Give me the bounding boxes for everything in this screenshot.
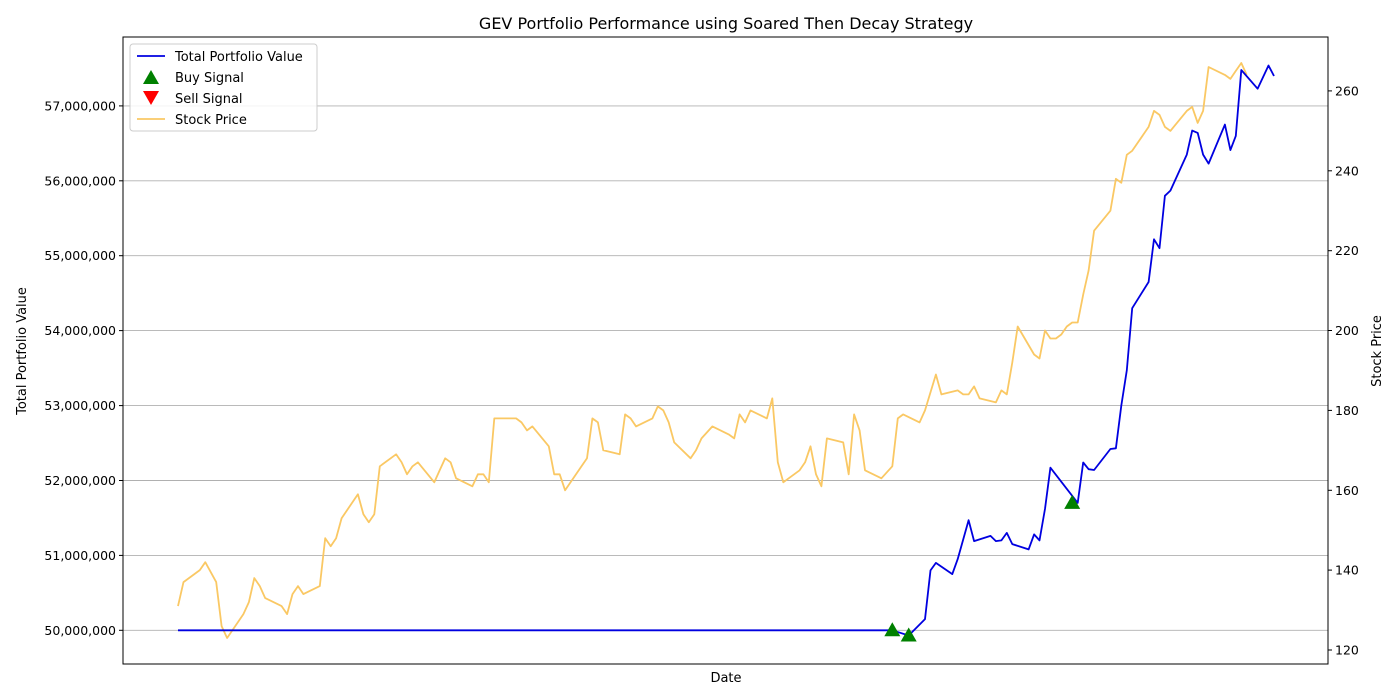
left-tick-label-5: 55,000,000 <box>44 248 116 263</box>
right-tick-label-6: 240 <box>1335 163 1359 178</box>
x-axis-label: Date <box>710 671 741 686</box>
portfolio-value-line <box>178 64 1275 637</box>
chart-title: GEV Portfolio Performance using Soared T… <box>479 14 973 33</box>
right-tick-label-1: 140 <box>1335 563 1359 578</box>
left-tick-label-1: 51,000,000 <box>44 548 116 563</box>
right-tick-label-7: 260 <box>1335 83 1359 98</box>
legend-stock-label: Stock Price <box>175 113 247 128</box>
left-axis-label: Total Portfolio Value <box>15 287 30 416</box>
plot-frame <box>122 36 1329 665</box>
left-tick-label-0: 50,000,000 <box>44 623 116 638</box>
buy-signal-marker-0 <box>884 622 901 637</box>
right-axis-label: Stock Price <box>1370 315 1385 387</box>
signal-markers <box>884 494 1081 642</box>
stock-price-line <box>177 62 1248 639</box>
right-axis: 120 140 160 180 200 220 240 260 <box>1328 83 1359 658</box>
legend-box <box>129 43 318 132</box>
left-tick-label-4: 54,000,000 <box>44 323 116 338</box>
buy-signal-marker-2 <box>1064 494 1081 509</box>
left-tick-label-6: 56,000,000 <box>44 173 116 188</box>
left-tick-label-7: 57,000,000 <box>44 98 116 113</box>
portfolio-value-series <box>178 64 1275 637</box>
right-tick-label-0: 120 <box>1335 643 1359 658</box>
legend: Total Portfolio Value Buy Signal Sell Si… <box>129 43 318 132</box>
left-tick-label-2: 52,000,000 <box>44 473 116 488</box>
right-tick-label-4: 200 <box>1335 323 1359 338</box>
stock-price-series <box>177 62 1248 639</box>
legend-sell-swatch <box>143 91 159 105</box>
buy-signal-marker-1 <box>900 627 917 642</box>
legend-portfolio-label: Total Portfolio Value <box>174 50 303 65</box>
legend-sell-label: Sell Signal <box>175 92 243 107</box>
legend-buy-swatch <box>143 70 159 84</box>
right-tick-label-5: 220 <box>1335 243 1359 258</box>
left-tick-label-3: 53,000,000 <box>44 398 116 413</box>
right-tick-label-2: 160 <box>1335 483 1359 498</box>
legend-buy-label: Buy Signal <box>175 71 244 86</box>
left-axis: 50,000,000 51,000,000 52,000,000 53,000,000… <box>44 98 123 638</box>
right-tick-label-3: 180 <box>1335 403 1359 418</box>
